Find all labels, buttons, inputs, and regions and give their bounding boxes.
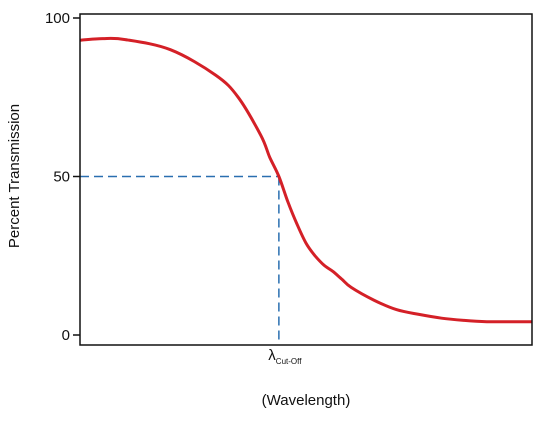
y-axis-title: Percent Transmission (6, 104, 23, 248)
y-tick-label: 50 (53, 169, 70, 186)
cutoff-label: λCut-Off (268, 347, 302, 366)
axes (79, 13, 533, 346)
x-axis-title: (Wavelength) (262, 392, 351, 409)
reference-lines (80, 175, 280, 345)
cutoff-subscript: Cut-Off (276, 357, 302, 366)
cutoff-symbol: λ (268, 347, 276, 364)
transmission-curve (79, 36, 532, 324)
y-ticks: 100 50 0 (45, 10, 80, 344)
plot-frame (79, 13, 533, 346)
y-tick-label: 100 (45, 10, 70, 27)
y-tick-label: 0 (62, 327, 70, 344)
